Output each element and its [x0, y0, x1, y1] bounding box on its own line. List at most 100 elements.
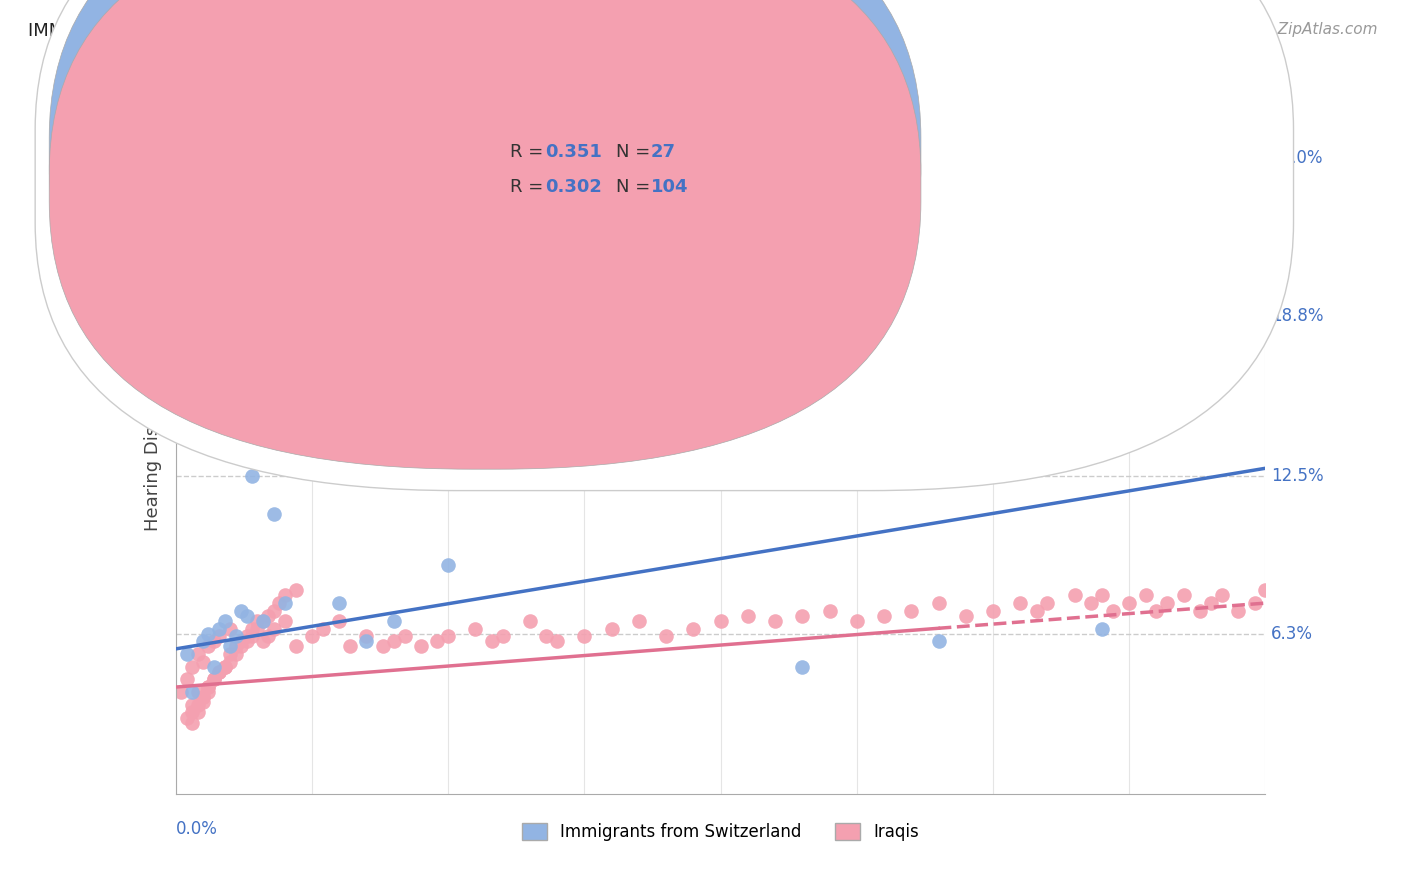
Point [202, 659, 225, 673]
Point [202, 634, 225, 648]
Point [176, 647, 198, 661]
Point [519, 614, 541, 628]
Point [208, 622, 231, 636]
Point [792, 659, 814, 673]
Point [627, 614, 650, 628]
Text: 27: 27 [651, 143, 676, 161]
Point [464, 622, 486, 636]
Point [208, 665, 231, 679]
Point [176, 673, 198, 687]
Point [1254, 583, 1277, 598]
Point [191, 690, 214, 705]
Point [655, 629, 678, 643]
Point [191, 695, 214, 709]
Point [1211, 589, 1233, 603]
Point [845, 614, 868, 628]
Point [1189, 604, 1212, 618]
Text: 12.5%: 12.5% [1271, 467, 1323, 485]
Point [682, 622, 704, 636]
Point [792, 608, 814, 623]
Point [710, 227, 733, 242]
Point [394, 629, 416, 643]
Point [274, 596, 297, 610]
Point [955, 608, 977, 623]
Point [197, 680, 219, 694]
Point [371, 640, 394, 654]
Point [219, 655, 242, 669]
Point [186, 647, 209, 661]
Point [1243, 596, 1265, 610]
Text: 0.0%: 0.0% [176, 820, 218, 838]
Point [328, 614, 350, 628]
Point [191, 634, 214, 648]
Point [600, 342, 623, 356]
Point [219, 622, 242, 636]
Point [301, 456, 323, 470]
Point [1036, 596, 1059, 610]
Point [1265, 596, 1288, 610]
Point [191, 655, 214, 669]
Point [356, 634, 378, 648]
Point [186, 698, 209, 712]
Point [263, 604, 285, 618]
Point [284, 583, 307, 598]
Point [328, 596, 350, 610]
Point [191, 690, 214, 705]
Text: 104: 104 [651, 178, 689, 196]
Point [246, 622, 269, 636]
Point [202, 673, 225, 687]
Point [1227, 604, 1250, 618]
Point [519, 456, 541, 470]
Point [1135, 589, 1157, 603]
Text: 0.351: 0.351 [546, 143, 602, 161]
Point [235, 634, 257, 648]
Point [710, 614, 733, 628]
Point [1102, 604, 1125, 618]
Point [873, 608, 896, 623]
Point [1144, 604, 1167, 618]
Point [737, 608, 759, 623]
Point [312, 622, 335, 636]
Point [246, 614, 269, 628]
Point [181, 715, 204, 730]
Point [492, 629, 515, 643]
Point [534, 629, 557, 643]
Point [181, 698, 204, 712]
Point [1156, 596, 1178, 610]
Point [231, 604, 253, 618]
Point [269, 596, 291, 610]
Point [219, 647, 242, 661]
Point [437, 558, 460, 572]
Point [356, 629, 378, 643]
Point [257, 608, 280, 623]
Point [600, 622, 623, 636]
Point [1281, 589, 1303, 603]
Point [818, 604, 841, 618]
Point [231, 640, 253, 654]
Point [1173, 589, 1195, 603]
Text: 6.3%: 6.3% [1271, 624, 1313, 642]
Point [225, 629, 247, 643]
Point [231, 634, 253, 648]
Point [263, 507, 285, 521]
Point [274, 589, 297, 603]
Point [763, 614, 786, 628]
Point [252, 614, 274, 628]
Point [208, 629, 231, 643]
Text: R =: R = [510, 143, 550, 161]
Point [981, 604, 1004, 618]
Point [240, 469, 263, 483]
Text: 25.0%: 25.0% [1271, 149, 1323, 167]
Point [1091, 589, 1114, 603]
Point [252, 634, 274, 648]
Point [339, 640, 361, 654]
Text: IMMIGRANTS FROM SWITZERLAND VS IRAQI HEARING DISABILITY CORRELATION CHART: IMMIGRANTS FROM SWITZERLAND VS IRAQI HEA… [28, 22, 815, 40]
Text: R =: R = [510, 178, 550, 196]
Point [240, 622, 263, 636]
Point [1080, 596, 1102, 610]
Legend: Immigrants from Switzerland, Iraqis: Immigrants from Switzerland, Iraqis [516, 816, 925, 847]
Text: Source: ZipAtlas.com: Source: ZipAtlas.com [1215, 22, 1378, 37]
Point [437, 629, 460, 643]
Point [284, 640, 307, 654]
Point [235, 629, 257, 643]
